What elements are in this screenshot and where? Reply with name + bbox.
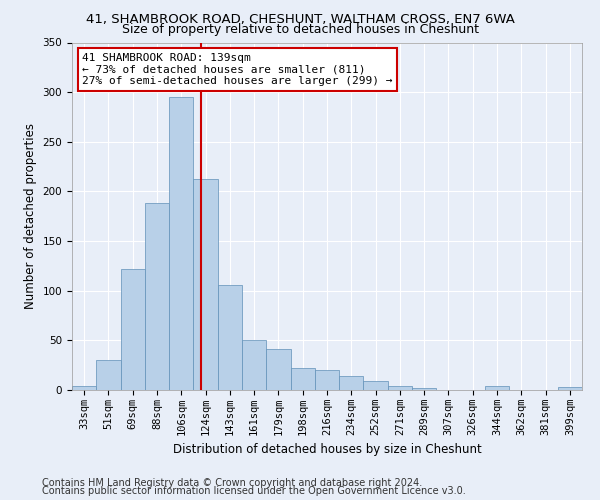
Bar [315, 370, 339, 390]
Bar [266, 350, 290, 390]
Bar [72, 386, 96, 390]
Bar [290, 368, 315, 390]
Bar [388, 386, 412, 390]
Text: 41, SHAMBROOK ROAD, CHESHUNT, WALTHAM CROSS, EN7 6WA: 41, SHAMBROOK ROAD, CHESHUNT, WALTHAM CR… [86, 12, 514, 26]
Text: Contains HM Land Registry data © Crown copyright and database right 2024.: Contains HM Land Registry data © Crown c… [42, 478, 422, 488]
Bar [121, 269, 145, 390]
Bar [193, 178, 218, 390]
Bar [145, 204, 169, 390]
Bar [412, 388, 436, 390]
Text: Contains public sector information licensed under the Open Government Licence v3: Contains public sector information licen… [42, 486, 466, 496]
Bar [242, 340, 266, 390]
Bar [558, 387, 582, 390]
Text: 41 SHAMBROOK ROAD: 139sqm
← 73% of detached houses are smaller (811)
27% of semi: 41 SHAMBROOK ROAD: 139sqm ← 73% of detac… [82, 53, 392, 86]
Bar [364, 381, 388, 390]
Text: Size of property relative to detached houses in Cheshunt: Size of property relative to detached ho… [121, 22, 479, 36]
Bar [169, 97, 193, 390]
Bar [218, 285, 242, 390]
Bar [339, 376, 364, 390]
Y-axis label: Number of detached properties: Number of detached properties [24, 123, 37, 309]
Bar [96, 360, 121, 390]
X-axis label: Distribution of detached houses by size in Cheshunt: Distribution of detached houses by size … [173, 444, 481, 456]
Bar [485, 386, 509, 390]
